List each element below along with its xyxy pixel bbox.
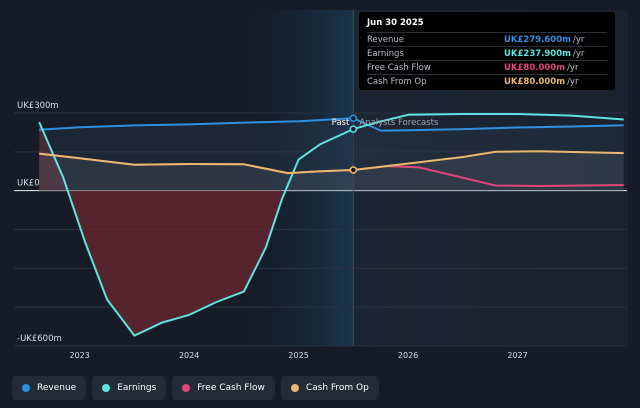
tooltip-unit: /yr	[572, 34, 585, 45]
tooltip-label: Revenue	[367, 34, 405, 45]
series-marker	[349, 114, 358, 123]
x-tick-label: 2025	[288, 351, 308, 360]
legend-label: Cash From Op	[305, 383, 369, 393]
tooltip-row-revenue: Revenue UK£279.600m /yr	[367, 32, 607, 46]
x-tick-label: 2024	[179, 351, 199, 360]
tooltip-unit: /yr	[567, 62, 579, 73]
legend-dot-icon	[102, 384, 111, 392]
y-axis-label-zero: UK£0	[17, 179, 40, 189]
past-highlight-region	[243, 10, 354, 346]
legend-dot-icon	[290, 384, 299, 392]
tooltip-row-free-cash-flow: Free Cash Flow UK£80.000m /yr	[367, 60, 607, 74]
series-marker	[349, 125, 358, 133]
tooltip-label: Cash From Op	[367, 76, 427, 87]
legend-item-free-cash-flow[interactable]: Free Cash Flow	[172, 376, 275, 400]
tooltip-row-earnings: Earnings UK£237.900m /yr	[367, 46, 607, 60]
legend-label: Free Cash Flow	[197, 383, 265, 393]
forecast-label: Analysts Forecasts	[359, 118, 439, 128]
x-tick-label: 2023	[69, 351, 89, 360]
tooltip-value: UK£80.000m	[504, 62, 566, 73]
x-tick-label: 2027	[507, 351, 527, 360]
hover-tooltip: Jun 30 2025 Revenue UK£279.600m /yr Earn…	[359, 12, 615, 90]
legend-label: Revenue	[37, 383, 77, 393]
series-line-earnings	[38, 113, 624, 337]
legend-dot-icon	[182, 384, 191, 392]
x-tick-label: 2026	[398, 351, 418, 360]
legend-item-earnings[interactable]: Earnings	[92, 376, 167, 400]
revenue-area	[39, 118, 624, 191]
tooltip-value: UK£237.900m	[504, 48, 571, 59]
legend-label: Earnings	[117, 383, 157, 393]
y-axis-label-top: UK£300m	[17, 101, 59, 111]
tooltip-row-cash-from-op: Cash From Op UK£80.000m /yr	[367, 74, 607, 88]
earnings-negative-area	[39, 122, 283, 336]
tooltip-unit: /yr	[572, 48, 585, 59]
chart-legend: Revenue Earnings Free Cash Flow Cash Fro…	[12, 376, 379, 400]
past-label: Past	[332, 118, 350, 128]
tooltip-date: Jun 30 2025	[367, 18, 424, 28]
legend-dot-icon	[22, 384, 30, 392]
tooltip-label: Free Cash Flow	[367, 62, 431, 73]
series-line-cash-from-op	[39, 150, 624, 175]
y-axis-label-bottom: -UK£600m	[17, 334, 62, 344]
series-marker	[349, 166, 358, 174]
legend-item-cash-from-op[interactable]: Cash From Op	[280, 376, 379, 400]
legend-item-revenue[interactable]: Revenue	[12, 376, 87, 400]
tooltip-value: UK£279.600m	[504, 34, 571, 45]
tooltip-label: Earnings	[367, 48, 404, 59]
tooltip-value: UK£80.000m	[504, 76, 566, 87]
tooltip-unit: /yr	[567, 76, 579, 87]
